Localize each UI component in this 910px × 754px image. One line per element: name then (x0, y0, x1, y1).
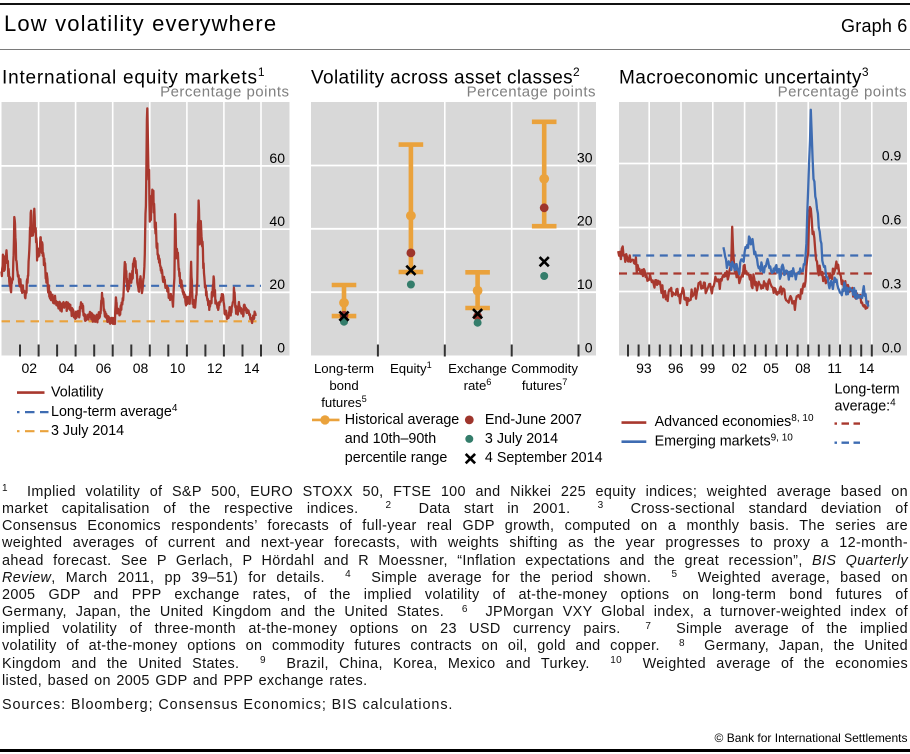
svg-text:0.6: 0.6 (882, 211, 902, 227)
svg-text:percentile range: percentile range (345, 450, 448, 466)
svg-text:30: 30 (577, 149, 593, 165)
svg-text:Percentage points: Percentage points (778, 84, 907, 101)
svg-text:0: 0 (585, 339, 593, 355)
svg-text:End-June 2007: End-June 2007 (485, 412, 582, 428)
svg-text:20: 20 (269, 276, 285, 292)
svg-text:40: 40 (269, 213, 285, 229)
svg-text:futures7: futures7 (522, 377, 567, 393)
svg-text:Commodity: Commodity (511, 361, 578, 376)
svg-text:Advanced economies8, 10: Advanced economies8, 10 (655, 413, 814, 430)
svg-text:Historical average: Historical average (345, 412, 459, 428)
svg-text:Percentage points: Percentage points (467, 84, 596, 101)
svg-text:06: 06 (96, 360, 112, 376)
svg-text:93: 93 (636, 360, 652, 376)
svg-text:10: 10 (170, 360, 186, 376)
svg-text:4 September 2014: 4 September 2014 (485, 450, 603, 466)
svg-text:96: 96 (668, 360, 684, 376)
svg-text:rate6: rate6 (464, 377, 492, 393)
svg-text:bond: bond (329, 378, 358, 393)
svg-text:and 10th–90th: and 10th–90th (345, 431, 436, 447)
svg-text:10: 10 (577, 276, 593, 292)
svg-text:average:4: average:4 (835, 397, 897, 414)
svg-text:08: 08 (795, 360, 811, 376)
svg-text:0.9: 0.9 (882, 147, 902, 163)
svg-text:04: 04 (59, 360, 75, 376)
svg-text:Equity1: Equity1 (390, 360, 432, 376)
svg-text:Emerging markets9, 10: Emerging markets9, 10 (655, 432, 794, 449)
svg-text:Exchange: Exchange (448, 361, 507, 376)
svg-text:Percentage points: Percentage points (160, 84, 289, 101)
svg-text:11: 11 (827, 360, 842, 376)
svg-text:futures5: futures5 (321, 394, 366, 410)
svg-text:Volatility: Volatility (51, 384, 104, 400)
svg-text:08: 08 (133, 360, 149, 376)
svg-text:05: 05 (763, 360, 779, 376)
svg-text:Long-term: Long-term (314, 361, 374, 376)
svg-text:60: 60 (269, 150, 285, 166)
svg-text:12: 12 (207, 360, 223, 376)
svg-text:99: 99 (700, 360, 716, 376)
svg-text:14: 14 (244, 360, 260, 376)
svg-text:0: 0 (277, 339, 285, 355)
svg-text:0.3: 0.3 (882, 275, 902, 291)
svg-text:02: 02 (22, 360, 38, 376)
svg-text:Long-term: Long-term (835, 382, 900, 398)
svg-text:3 July 2014: 3 July 2014 (51, 423, 124, 439)
svg-text:20: 20 (577, 213, 593, 229)
svg-text:Long-term average4: Long-term average4 (51, 403, 178, 420)
svg-text:14: 14 (859, 360, 875, 376)
svg-text:02: 02 (732, 360, 748, 376)
svg-text:3 July 2014: 3 July 2014 (485, 431, 558, 447)
svg-text:0.0: 0.0 (882, 339, 902, 355)
